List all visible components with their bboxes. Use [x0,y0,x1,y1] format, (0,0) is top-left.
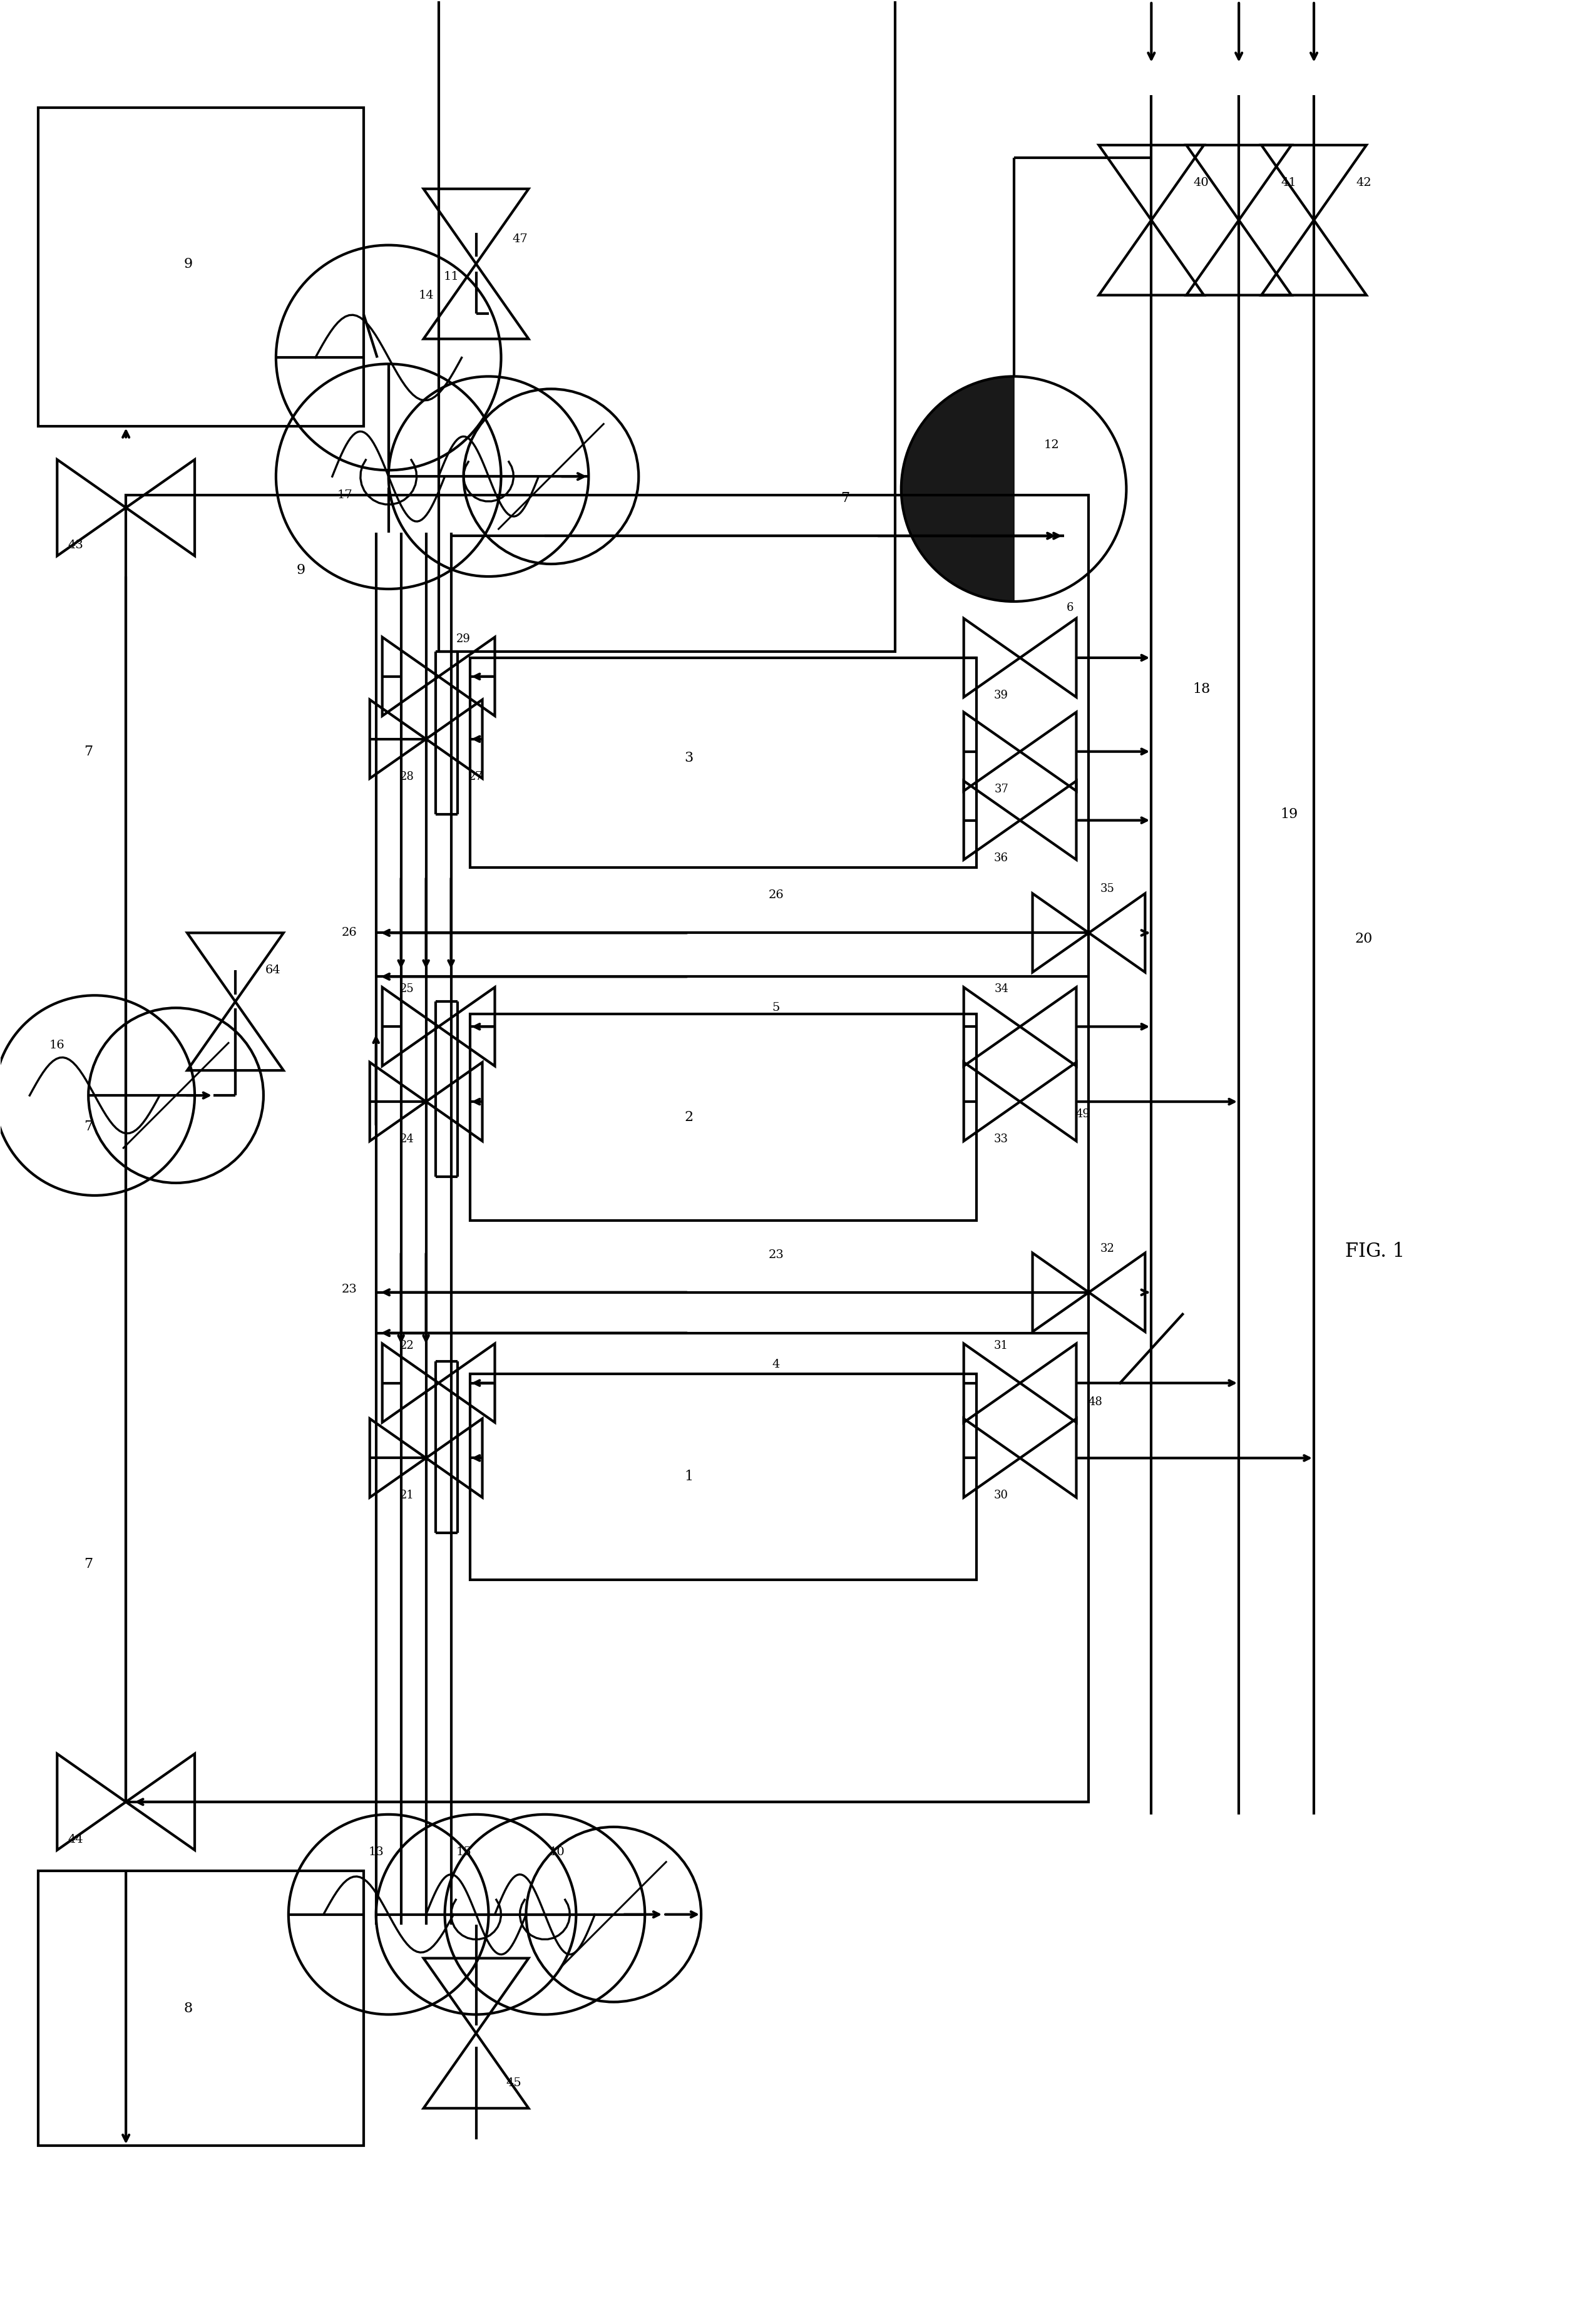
Text: 23: 23 [768,1250,783,1260]
Text: 30: 30 [994,1490,1008,1501]
Text: 1: 1 [684,1469,694,1483]
Text: 8: 8 [184,2001,193,2015]
Text: 34: 34 [994,983,1008,995]
Text: 27: 27 [469,772,483,783]
Text: 4: 4 [772,1360,780,1369]
Bar [470,1373,977,1580]
Text: 40: 40 [1194,177,1210,188]
Text: 35: 35 [1101,883,1115,895]
Text: 7: 7 [83,1557,93,1571]
Text: 33: 33 [994,1134,1008,1146]
Text: 7: 7 [840,490,849,504]
Text: 2: 2 [684,1111,694,1125]
Text: 12: 12 [1043,439,1059,451]
Text: 48: 48 [1089,1397,1103,1408]
Text: 18: 18 [1192,683,1210,695]
Text: 7: 7 [83,1120,93,1134]
Bar [470,658,977,867]
Text: 14: 14 [418,290,434,300]
Text: 32: 32 [1101,1243,1115,1255]
Text: 37: 37 [994,783,1008,795]
Text: 5: 5 [772,1002,780,1013]
Text: 9: 9 [297,562,305,576]
Bar [126,495,1089,1801]
Text: 13: 13 [368,1845,384,1857]
Bar [439,0,895,651]
Text: 21: 21 [400,1490,414,1501]
Text: 10: 10 [549,1845,565,1857]
Text: 64: 64 [266,964,280,976]
Text: 9: 9 [184,258,193,272]
Text: 6: 6 [1066,602,1074,614]
Text: 11: 11 [444,272,459,281]
Bar [38,107,363,425]
Text: 43: 43 [68,539,83,551]
Text: 49: 49 [1076,1109,1090,1120]
Text: 15: 15 [456,1845,472,1857]
Text: 7: 7 [83,744,93,758]
Text: 47: 47 [513,232,527,244]
Text: 29: 29 [456,634,470,644]
Text: 19: 19 [1280,806,1298,820]
Text: 45: 45 [507,2078,521,2089]
Text: 25: 25 [400,983,414,995]
Bar [470,1013,977,1220]
Text: 39: 39 [994,690,1008,702]
Text: 41: 41 [1280,177,1296,188]
Text: 22: 22 [400,1341,414,1350]
Text: 23: 23 [341,1283,357,1294]
Text: 26: 26 [769,890,783,902]
Text: 44: 44 [68,1834,83,1845]
Text: 24: 24 [400,1134,414,1146]
Text: 36: 36 [994,853,1008,865]
Text: 17: 17 [337,490,352,502]
Bar [38,1871,363,2145]
Text: 42: 42 [1356,177,1372,188]
Text: 20: 20 [1354,932,1373,946]
Text: FIG. 1: FIG. 1 [1345,1241,1405,1262]
Text: 31: 31 [994,1341,1008,1350]
Text: 3: 3 [684,751,694,765]
Text: 16: 16 [49,1039,64,1050]
Text: 28: 28 [400,772,414,783]
Text: 26: 26 [341,927,357,939]
